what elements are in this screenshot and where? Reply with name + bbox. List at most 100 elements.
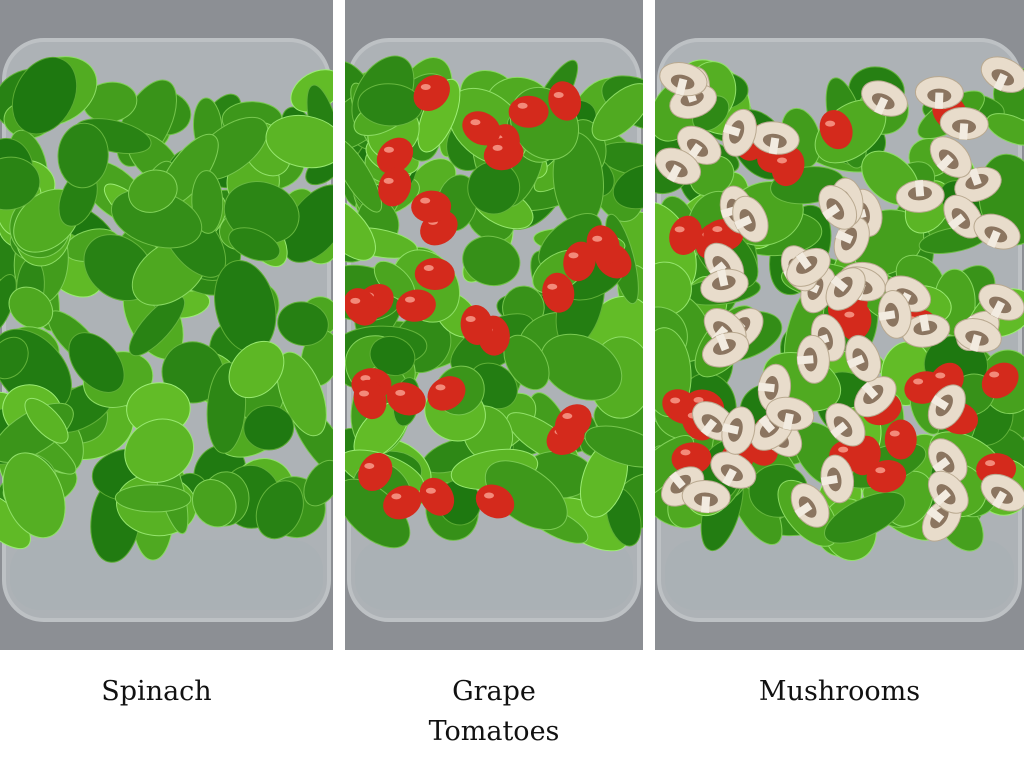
grape-tomato bbox=[839, 300, 872, 341]
grape-tomato bbox=[508, 95, 549, 128]
grape-tomato bbox=[414, 258, 455, 291]
mushrooms-photo bbox=[655, 0, 1024, 650]
spinach-leaf bbox=[655, 261, 692, 316]
grape-tomato bbox=[771, 146, 805, 187]
mushroom-slice bbox=[722, 108, 757, 157]
spinach-leaf bbox=[57, 122, 109, 189]
mushroom-slice bbox=[681, 480, 731, 514]
mushroom-slice bbox=[765, 396, 815, 431]
mushroom-slice bbox=[939, 106, 989, 141]
mushroom-slice bbox=[786, 247, 831, 287]
mushroom-slice bbox=[929, 136, 972, 178]
grape-tomato bbox=[586, 225, 620, 265]
spinach-leaf bbox=[128, 295, 186, 357]
spinach-leaf bbox=[24, 397, 69, 444]
spinach-leaf bbox=[124, 418, 194, 483]
mushroom-slice bbox=[732, 195, 769, 243]
mushroom-slice bbox=[980, 56, 1024, 93]
mushroom-slice bbox=[818, 185, 858, 230]
spinach-leaf bbox=[345, 196, 376, 261]
spinach-leaf bbox=[540, 333, 623, 401]
spinach-leaf bbox=[584, 425, 643, 468]
mushroom-slice bbox=[954, 166, 1002, 203]
mushroom-slice bbox=[914, 76, 964, 110]
spinach-leaf bbox=[591, 83, 643, 141]
caption-spinach: Spinach bbox=[0, 674, 313, 710]
spinach-leaf bbox=[243, 405, 295, 451]
caption-mushrooms: Mushrooms bbox=[655, 674, 1024, 710]
caption-grape-tomatoes: Grape Tomatoes bbox=[345, 674, 643, 750]
spinach-leaf bbox=[824, 491, 906, 544]
grape-tomato bbox=[669, 215, 703, 255]
mushroom-slice bbox=[659, 62, 708, 97]
grape-tomato bbox=[413, 75, 450, 112]
spinach-leaf bbox=[0, 156, 41, 211]
mushroom-slice bbox=[980, 473, 1024, 512]
spinach-leaf bbox=[128, 169, 178, 213]
spinach-leaf bbox=[612, 164, 643, 210]
mushroom-slice bbox=[853, 376, 897, 418]
grape-tomato bbox=[542, 272, 575, 313]
grape-tomatoes-photo bbox=[345, 0, 643, 650]
spinach-leaf bbox=[68, 332, 125, 393]
grape-tomato bbox=[376, 137, 414, 174]
mushroom-slice bbox=[796, 334, 830, 384]
mushroom-slice bbox=[973, 213, 1021, 250]
mushroom-slice bbox=[927, 470, 969, 514]
mushroom-slice bbox=[702, 331, 750, 368]
grape-tomato bbox=[548, 81, 582, 121]
mushroom-slice bbox=[953, 318, 1002, 353]
grape-tomato bbox=[345, 288, 379, 326]
mushroom-slice bbox=[978, 283, 1024, 321]
grape-tomato bbox=[671, 442, 712, 475]
grape-tomato bbox=[819, 109, 853, 150]
grape-tomato bbox=[419, 477, 455, 516]
grape-tomato bbox=[353, 379, 387, 420]
grape-tomato bbox=[462, 111, 501, 146]
spinach-leaf bbox=[192, 479, 237, 528]
mushroom-slice bbox=[790, 483, 830, 528]
spinach-leaf bbox=[228, 227, 281, 262]
grape-tomato bbox=[866, 460, 907, 493]
spinach-leaf bbox=[11, 56, 78, 135]
spinach-leaf bbox=[277, 301, 329, 347]
grape-tomato bbox=[483, 137, 524, 171]
mushroom-slice bbox=[825, 403, 866, 447]
spinach-leaf bbox=[255, 480, 304, 540]
mushroom-slice bbox=[927, 384, 966, 430]
mushroom-slice bbox=[825, 267, 866, 311]
mushroom-slice bbox=[700, 268, 749, 303]
grape-tomato bbox=[411, 190, 452, 223]
caption-line: Grape bbox=[452, 676, 536, 707]
spinach-leaf bbox=[345, 137, 383, 213]
spinach-leaf bbox=[2, 452, 66, 539]
mushroom-slice bbox=[710, 451, 757, 489]
spinach-leaf bbox=[265, 115, 333, 169]
grape-tomato bbox=[460, 305, 493, 345]
mushroom-slice bbox=[861, 80, 908, 117]
caption-line: Spinach bbox=[101, 676, 212, 707]
spinach-leaf bbox=[228, 340, 285, 399]
spinach-leaf bbox=[484, 460, 568, 531]
mushroom-slice bbox=[655, 147, 702, 185]
mushroom-slice bbox=[943, 194, 984, 239]
grape-tomato bbox=[396, 289, 436, 322]
grape-tomato bbox=[884, 419, 917, 460]
grape-tomato bbox=[475, 484, 515, 519]
grape-tomato bbox=[563, 241, 596, 282]
caption-line: Mushrooms bbox=[758, 676, 921, 707]
mushroom-slice bbox=[901, 314, 951, 348]
grape-tomato bbox=[427, 376, 466, 411]
mushroom-slice bbox=[845, 334, 882, 382]
mushroom-slice bbox=[895, 179, 945, 213]
spinach-leaf bbox=[8, 286, 54, 329]
spinach-leaf bbox=[114, 484, 192, 513]
mushroom-slice bbox=[750, 121, 800, 155]
spinach-leaf bbox=[303, 459, 333, 507]
spinach-photo bbox=[0, 0, 333, 650]
spinach-leaf bbox=[0, 336, 29, 380]
grape-tomato bbox=[554, 404, 592, 440]
caption-line: Tomatoes bbox=[428, 716, 560, 747]
grape-tomato bbox=[358, 452, 393, 492]
mushroom-slice bbox=[820, 454, 855, 504]
